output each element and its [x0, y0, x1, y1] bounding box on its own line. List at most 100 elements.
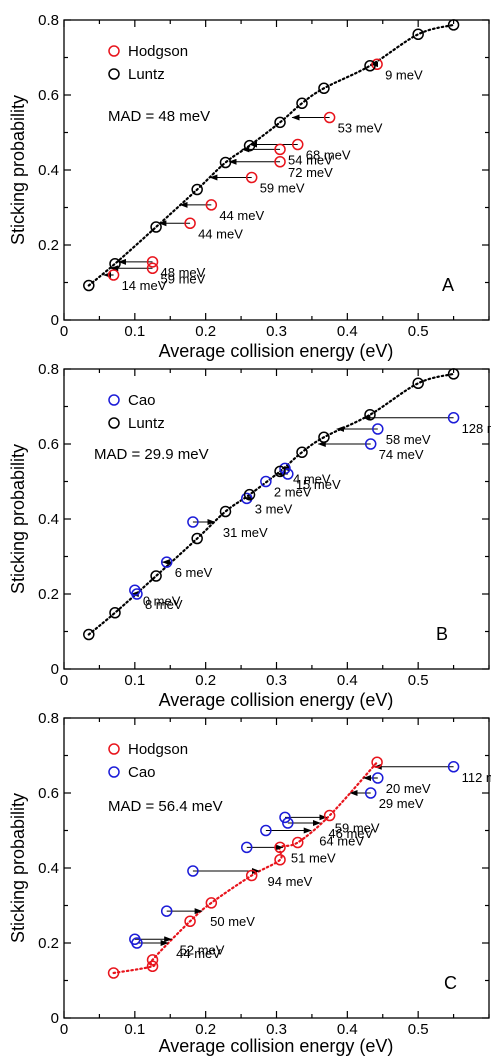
- legend-marker-1: [108, 68, 120, 80]
- data-point: [371, 756, 383, 768]
- y-tick-label: 0: [51, 312, 59, 329]
- x-tick-label: 0.2: [195, 323, 216, 340]
- data-point: [412, 377, 424, 389]
- x-tick-label: 0: [60, 672, 68, 689]
- data-point: [364, 787, 377, 799]
- mad-annotation: MAD = 56.4 meV: [108, 798, 223, 815]
- data-point: [184, 217, 196, 229]
- x-tick-label: 0: [60, 323, 68, 340]
- data-point: [296, 97, 308, 109]
- data-point: [191, 183, 203, 196]
- shift-label: 94 meV: [268, 874, 313, 889]
- data-point: [323, 809, 336, 822]
- x-tick-label: 0.4: [337, 1021, 358, 1038]
- x-tick-label: 0.2: [195, 672, 216, 689]
- data-point: [274, 841, 286, 854]
- data-point: [279, 811, 291, 824]
- shift-label: 3 meV: [255, 501, 293, 516]
- x-tick-label: 0.3: [266, 1021, 287, 1038]
- legend-marker-1: [108, 417, 120, 429]
- legend-entry-0: Hodgson: [128, 43, 188, 60]
- shift-label: 51 meV: [291, 850, 336, 865]
- shift-label: 112 meV: [462, 770, 491, 785]
- y-tick-label: 0.6: [38, 436, 59, 453]
- data-point: [150, 570, 162, 582]
- shift-label: 14 meV: [122, 278, 167, 293]
- x-axis-label: Average collision energy (eV): [159, 1036, 394, 1056]
- shift-label: 128 meV: [462, 421, 491, 436]
- y-axis-label: Sticking probability: [8, 444, 28, 594]
- shift-label: 44 meV: [176, 946, 221, 961]
- legend-entry-0: Hodgson: [128, 741, 188, 758]
- legend: Hodgson Cao: [108, 741, 188, 781]
- panel-label: B: [436, 624, 448, 644]
- data-point: [364, 438, 377, 450]
- x-tick-label: 0.3: [266, 323, 287, 340]
- x-tick-label: 0.2: [195, 1021, 216, 1038]
- data-point: [131, 937, 143, 949]
- shift-label: 44 meV: [198, 226, 243, 241]
- plot-frame: [63, 368, 490, 670]
- data-point: [146, 256, 159, 268]
- shift-label: 0 meV: [143, 593, 181, 608]
- data-point: [83, 628, 95, 641]
- data-point: [318, 431, 330, 443]
- x-axis-label: Average collision energy (eV): [159, 341, 394, 361]
- data-point: [323, 111, 336, 124]
- data-point: [109, 607, 121, 619]
- x-axis-label: Average collision energy (eV): [159, 690, 394, 710]
- data-point: [205, 897, 218, 909]
- data-point: [205, 199, 218, 211]
- data-point: [372, 772, 384, 784]
- data-point: [146, 262, 159, 274]
- plot-frame: [63, 19, 490, 321]
- data-point: [245, 869, 258, 882]
- x-tick-label: 0: [60, 1021, 68, 1038]
- plot-frame: [63, 717, 490, 1019]
- data-point: [184, 915, 196, 927]
- y-tick-label: 0.6: [38, 87, 59, 104]
- data-point: [243, 139, 256, 152]
- y-tick-label: 0.2: [38, 586, 59, 603]
- data-point: [412, 28, 424, 40]
- data-point: [109, 258, 121, 270]
- legend-entry-1: Luntz: [128, 415, 165, 432]
- x-tick-label: 0.4: [337, 672, 358, 689]
- data-point: [364, 60, 376, 72]
- data-point: [260, 824, 272, 837]
- data-point: [282, 817, 294, 829]
- data-point: [146, 960, 159, 972]
- data-point: [187, 516, 199, 528]
- y-tick-label: 0: [51, 661, 59, 678]
- data-point: [219, 505, 232, 518]
- data-point: [245, 171, 258, 184]
- data-point: [447, 412, 460, 424]
- data-point: [274, 854, 286, 866]
- shift-label: 50 meV: [210, 914, 255, 929]
- data-point: [296, 446, 308, 458]
- shift-label: 59 meV: [335, 820, 380, 835]
- x-tick-label: 0.1: [124, 323, 145, 340]
- data-point: [282, 468, 294, 480]
- data-point: [274, 143, 286, 156]
- y-axis-label: Sticking probability: [8, 95, 28, 245]
- shift-label: 68 meV: [306, 148, 351, 163]
- legend-entry-0: Cao: [128, 392, 156, 409]
- legend-marker-1: [108, 766, 120, 778]
- data-point: [107, 269, 120, 281]
- shift-label: 4 meV: [293, 471, 331, 486]
- x-tick-label: 0.5: [408, 1021, 429, 1038]
- shift-label: 31 meV: [223, 525, 268, 540]
- data-point: [160, 556, 173, 568]
- shift-label: 8 meV: [145, 597, 183, 612]
- panel-label: C: [444, 973, 457, 993]
- legend-marker-0: [108, 743, 120, 755]
- y-tick-label: 0: [51, 1010, 59, 1027]
- data-point: [243, 488, 256, 501]
- legend-entry-1: Cao: [128, 764, 156, 781]
- legend-entry-1: Luntz: [128, 66, 165, 83]
- shift-label: 44 meV: [219, 208, 264, 223]
- shift-label: 29 meV: [379, 796, 424, 811]
- x-tick-label: 0.5: [408, 323, 429, 340]
- data-point: [131, 588, 143, 600]
